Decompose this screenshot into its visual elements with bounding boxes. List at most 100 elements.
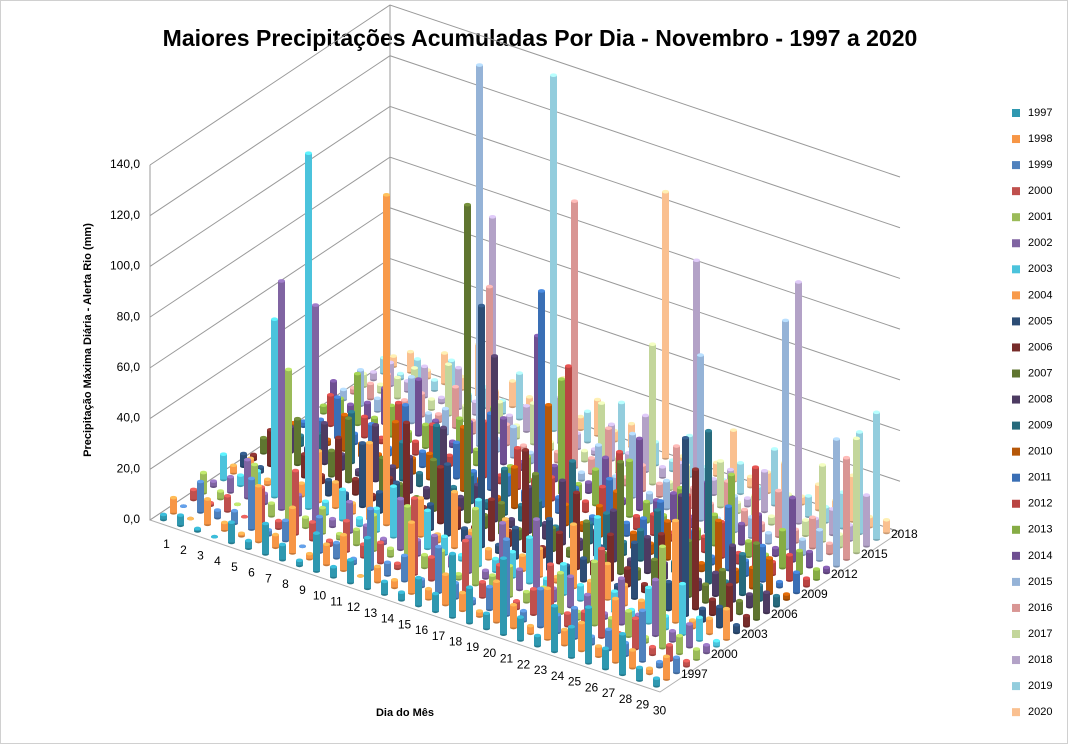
column-top [883, 517, 890, 522]
legend-swatch [1012, 682, 1020, 691]
column [659, 465, 666, 479]
column-top [629, 648, 636, 652]
column-body [585, 482, 592, 493]
column [330, 564, 337, 579]
column-body [561, 629, 568, 645]
column-top [397, 371, 404, 376]
column-top [744, 496, 751, 500]
column-top [759, 543, 766, 548]
column-body [633, 515, 640, 529]
column-top [546, 516, 553, 521]
column-body [766, 557, 773, 594]
column-top [599, 484, 606, 489]
column-body [214, 510, 221, 518]
column [578, 620, 585, 653]
column [264, 477, 271, 487]
column-body [377, 542, 384, 563]
column [282, 518, 289, 543]
column-top [323, 542, 330, 546]
column-body [445, 364, 452, 415]
column-body [696, 617, 703, 641]
column-body [581, 450, 588, 461]
column [306, 551, 313, 561]
legend-label: 2019 [1028, 680, 1052, 692]
column [561, 627, 568, 647]
depth-tick-label: 2006 [771, 607, 798, 621]
column-top [653, 676, 660, 680]
column-body [669, 460, 676, 471]
column-body [364, 537, 371, 589]
column-top [619, 631, 626, 636]
legend-swatch [1012, 473, 1020, 482]
column [394, 375, 401, 400]
column-top [658, 531, 665, 536]
column [449, 551, 456, 619]
column-body [537, 588, 544, 627]
depth-tick-label: 2012 [831, 567, 858, 581]
column-top [696, 615, 703, 620]
column [488, 497, 495, 542]
column [438, 395, 445, 405]
column-top [453, 440, 460, 445]
column-body [698, 562, 705, 571]
column-body [260, 437, 267, 453]
column-top [669, 629, 676, 633]
column-body [294, 418, 301, 465]
column-top [272, 532, 279, 537]
column-top [709, 597, 716, 601]
column-top [853, 436, 860, 441]
column-body [363, 525, 370, 538]
column-body [665, 581, 672, 610]
column-body [595, 444, 602, 486]
column-body [739, 553, 746, 595]
column-body [799, 539, 806, 555]
column [425, 586, 432, 601]
column-top [278, 279, 285, 283]
x-tick-label: 14 [381, 612, 395, 626]
column-top [843, 455, 850, 460]
column [352, 476, 359, 496]
column-body [553, 576, 560, 582]
column-top [313, 531, 320, 535]
column-top [160, 512, 167, 517]
column-body [789, 497, 796, 561]
column-top [502, 517, 509, 521]
column [329, 516, 336, 529]
column-top [699, 606, 706, 611]
column-body [749, 567, 756, 588]
column [670, 491, 677, 523]
column [618, 400, 625, 455]
column [453, 440, 460, 480]
column-body [664, 520, 671, 559]
legend-swatch [1012, 265, 1020, 274]
column [211, 534, 218, 539]
column [636, 665, 643, 682]
column-top [591, 559, 598, 564]
column [509, 379, 516, 409]
column-top [492, 556, 499, 561]
column [210, 479, 217, 489]
column-top [649, 644, 656, 649]
column-body [404, 380, 411, 391]
column [428, 555, 435, 582]
column-body [360, 544, 367, 557]
column-body [802, 520, 809, 536]
column [584, 409, 591, 444]
column-body [819, 464, 826, 541]
column-body [568, 626, 575, 658]
column-body [268, 503, 275, 516]
column-body [656, 483, 663, 497]
column-top [636, 436, 643, 441]
column-body [607, 534, 614, 580]
column-body [602, 457, 609, 498]
column [390, 484, 397, 539]
column-body [170, 497, 177, 513]
column-body [618, 578, 625, 624]
column [843, 455, 850, 561]
column [646, 666, 653, 676]
column [625, 609, 632, 638]
column [275, 518, 282, 530]
column-body [330, 566, 337, 577]
column-top [577, 582, 584, 587]
column-top [452, 384, 459, 389]
